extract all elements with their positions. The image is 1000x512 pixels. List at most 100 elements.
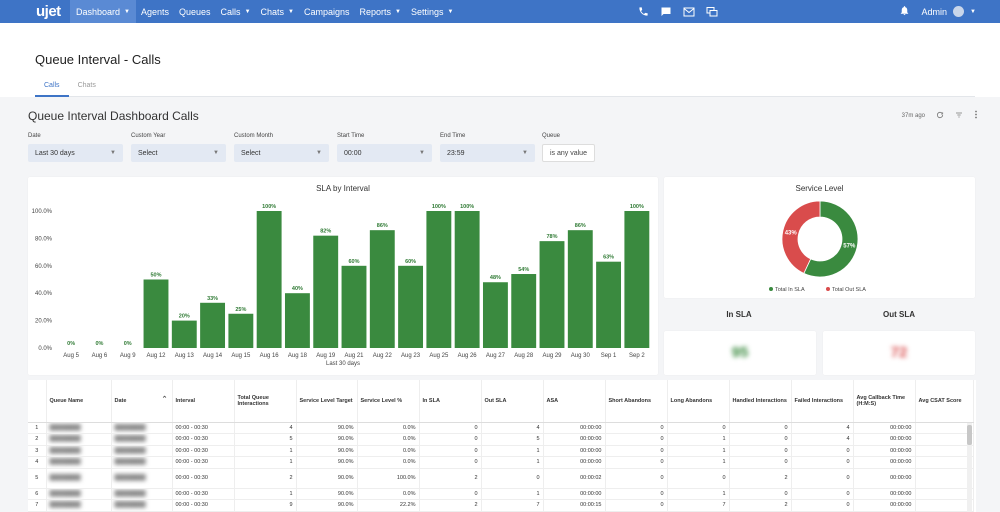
tab-calls[interactable]: Calls — [35, 79, 69, 97]
table-cell: 00:00:00 — [543, 488, 606, 500]
column-header[interactable]: Queue Name — [46, 380, 112, 423]
column-header[interactable]: Service Level Target — [296, 380, 358, 423]
x-tick-label: Sep 1 — [601, 353, 617, 359]
filter-label: Start Time — [337, 133, 365, 139]
chevron-down-icon: ▼ — [395, 8, 401, 15]
bar — [313, 235, 339, 348]
table-cell: 0 — [605, 433, 668, 446]
user-name[interactable]: Admin — [921, 6, 948, 17]
filter-queue: Queue is any value — [542, 133, 595, 162]
data-label: 100% — [630, 204, 644, 210]
table-cell — [915, 488, 974, 500]
table-cell — [915, 433, 974, 446]
column-header[interactable]: Avg CSAT Score — [915, 380, 974, 423]
end-time-select[interactable]: 23:59 ▼ — [440, 144, 535, 162]
table-cell: 4 — [481, 422, 544, 434]
more-options-icon[interactable] — [974, 110, 978, 121]
table-cell: ████████ — [46, 499, 112, 512]
scrollbar-thumb[interactable] — [967, 425, 972, 445]
phone-icon[interactable] — [636, 5, 650, 19]
table-cell — [915, 422, 974, 434]
table-cell: 5 — [28, 468, 47, 489]
table-cell: 4 — [28, 456, 47, 469]
sms-icon[interactable] — [705, 5, 719, 19]
refresh-icon[interactable] — [936, 111, 944, 121]
table-cell: 2 — [729, 468, 792, 489]
table-row[interactable]: 6 ████████ ████████ 00:00 - 00:30 1 90.0% 0.0%… — [28, 488, 974, 500]
nav-item-calls[interactable]: Calls ▼ — [216, 0, 256, 23]
table-cell: 7 — [28, 499, 47, 512]
redacted-text: ████████ — [114, 447, 146, 454]
select-value: Last 30 days — [35, 149, 75, 157]
table-cell: ████████ — [111, 445, 173, 457]
filter-icon[interactable] — [955, 111, 963, 121]
table-cell: 0 — [729, 445, 792, 457]
ujet-logo[interactable]: ujet — [36, 3, 61, 20]
sort-ascending-icon[interactable]: ⌃ — [161, 396, 168, 403]
nav-item-agents[interactable]: Agents — [136, 0, 174, 23]
column-header[interactable]: ASA — [543, 380, 606, 423]
chevron-down-icon: ▼ — [522, 150, 528, 156]
filter-date: Date Last 30 days ▼ — [28, 133, 123, 162]
chat-bubble-icon[interactable] — [659, 5, 673, 19]
column-header[interactable]: Out SLA — [481, 380, 544, 423]
column-header[interactable]: Short Abandons — [605, 380, 668, 423]
queue-filter-chip[interactable]: is any value — [542, 144, 595, 162]
column-header[interactable]: Date ⌃ — [111, 380, 173, 423]
table-cell: ████████ — [111, 488, 173, 500]
table-row[interactable]: 4 ████████ ████████ 00:00 - 00:30 1 90.0% 0.0%… — [28, 456, 974, 469]
column-header[interactable]: Service Level % — [357, 380, 420, 423]
nav-item-campaigns[interactable]: Campaigns — [299, 0, 355, 23]
column-header[interactable]: Interval — [172, 380, 235, 423]
bar — [369, 230, 395, 348]
nav-item-queues[interactable]: Queues — [174, 0, 216, 23]
nav-item-settings[interactable]: Settings ▼ — [406, 0, 458, 23]
sla-by-interval-card: SLA by Interval 0.0% 20.0% 40.0% 60.0% 80.0%… — [28, 177, 658, 375]
nav-item-reports[interactable]: Reports ▼ — [355, 0, 406, 23]
table-cell — [915, 499, 974, 512]
nav-item-label: Campaigns — [303, 6, 350, 17]
date-select[interactable]: Last 30 days ▼ — [28, 144, 123, 162]
avatar[interactable] — [953, 6, 965, 17]
table-row[interactable]: 5 ████████ ████████ 00:00 - 00:30 2 90.0% 100.… — [28, 468, 974, 489]
column-header[interactable]: Failed Interactions — [791, 380, 854, 423]
table-cell: 0 — [791, 499, 854, 512]
table-cell: 0.0% — [357, 422, 420, 434]
column-header[interactable]: In SLA — [419, 380, 482, 423]
bar — [567, 230, 593, 348]
last-updated: 37m ago — [901, 112, 925, 119]
filter-end-time: End Time 23:59 ▼ — [440, 133, 535, 162]
chevron-down-icon: ▼ — [213, 150, 219, 156]
chart-title: Service Level — [795, 184, 844, 193]
custom-month-select[interactable]: Select ▼ — [234, 144, 329, 162]
column-header[interactable]: Total Queue Interactions — [234, 380, 297, 423]
column-header[interactable]: Handled Interactions — [729, 380, 792, 423]
column-header[interactable]: Long Abandons — [667, 380, 730, 423]
column-header[interactable]: Avg Callback Time (H:M:S) — [853, 380, 916, 423]
bar — [200, 302, 226, 348]
table-row[interactable]: 2 ████████ ████████ 00:00 - 00:30 5 90.0% 0.0%… — [28, 433, 974, 446]
table-cell: 2 — [419, 499, 482, 512]
bar — [143, 279, 169, 348]
table-cell: 00:00 - 00:30 — [172, 445, 235, 457]
nav-item-dashboard[interactable]: Dashboard ▼ — [70, 0, 136, 23]
custom-year-select[interactable]: Select ▼ — [131, 144, 226, 162]
bar — [482, 282, 508, 348]
table-row[interactable]: 1 ████████ ████████ 00:00 - 00:30 4 90.0% 0.0%… — [28, 422, 974, 434]
chevron-down-icon[interactable]: ▼ — [970, 8, 976, 15]
tab-chats[interactable]: Chats — [77, 82, 96, 89]
column-header[interactable] — [28, 380, 47, 423]
table-row[interactable]: 3 ████████ ████████ 00:00 - 00:30 1 90.0% 0.0%… — [28, 445, 974, 457]
table-cell: 0.0% — [357, 433, 420, 446]
bell-icon[interactable] — [899, 5, 910, 18]
table-scrollbar[interactable] — [967, 423, 972, 512]
table-cell: 2 — [419, 468, 482, 489]
table-cell: 0 — [605, 468, 668, 489]
mail-icon[interactable] — [682, 5, 696, 19]
table-row[interactable]: 7 ████████ ████████ 00:00 - 00:30 9 90.0% 22.2… — [28, 499, 974, 512]
table-cell: 0 — [419, 433, 482, 446]
start-time-select[interactable]: 00:00 ▼ — [337, 144, 432, 162]
nav-item-chats[interactable]: Chats ▼ — [256, 0, 299, 23]
user-menu[interactable]: Admin ▼ — [899, 0, 976, 23]
table-cell: 9 — [234, 499, 297, 512]
